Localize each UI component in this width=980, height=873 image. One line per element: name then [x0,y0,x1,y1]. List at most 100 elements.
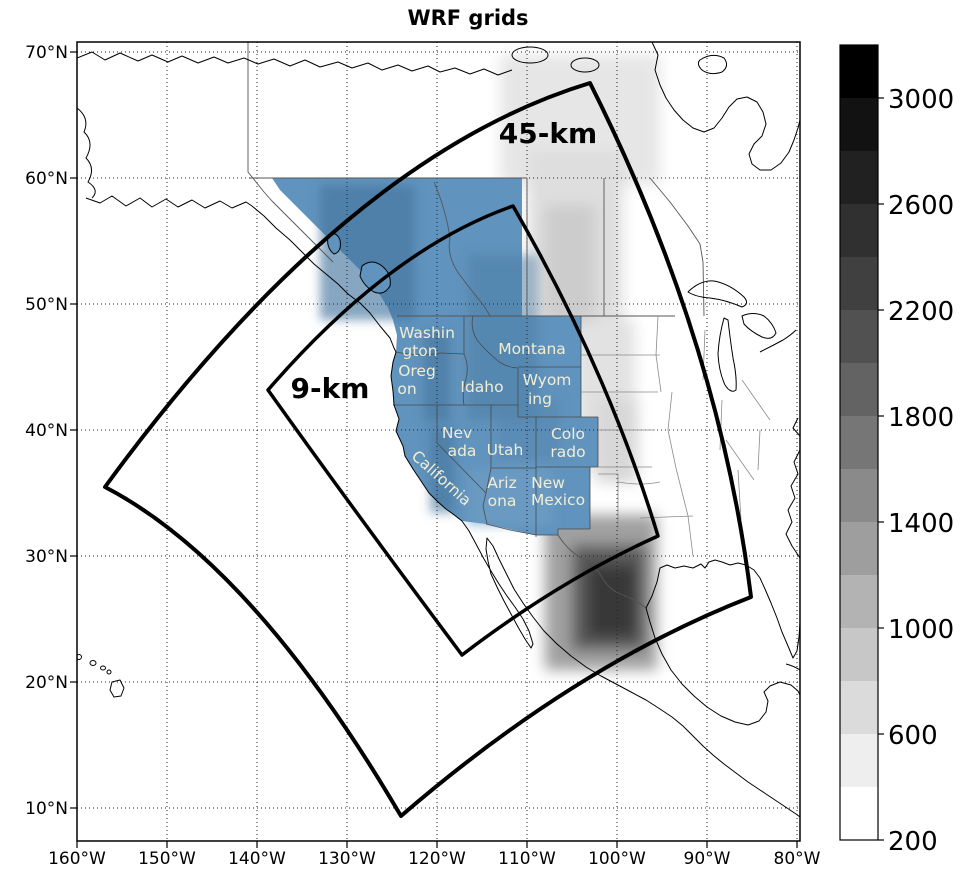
colorbar-frame [839,44,879,841]
lake-superior [687,280,748,308]
domain-9km-outline [266,204,660,657]
border-mississippi-river [667,391,694,557]
vancouver-island [359,261,391,294]
terrain-grayscale [500,55,660,670]
lon-label-130W: 130°W [318,849,376,869]
state-label-oregon-2: on [397,380,416,398]
colorbar-tick-marks [878,97,884,841]
lon-axis-labels: 160°W 150°W 140°W 130°W 120°W 110°W 100°… [48,849,821,869]
lat-label-50N: 50°N [25,295,68,315]
highlight-terrain-accents [320,185,560,526]
border-manitoba-ontario [649,177,705,317]
arctic-island-2 [570,57,600,73]
border-nv-az [485,467,492,494]
terrain-colorado-east [596,398,638,483]
borders-midwest-misc [702,329,761,521]
border-tx-panhandle [598,473,619,529]
cbar-label-1000: 1000 [888,615,954,645]
colorbar: 3000 2600 2200 1800 1400 1000 600 200 [839,44,954,857]
lake-huron [741,313,777,339]
state-label-colorado-2: rado [550,443,585,461]
state-label-new-mexico-2: Mexico [531,491,585,509]
border-bc-alberta [433,181,491,317]
arctic-island-1 [511,46,549,64]
cbar-label-3000: 3000 [888,85,954,115]
lon-label-140W: 140°W [228,849,286,869]
colorbar-segments [840,45,878,840]
lon-label-80W: 80°W [774,849,821,869]
border-ca-nv [436,405,487,494]
hawaii-kauai [77,654,82,660]
cbar-label-1800: 1800 [888,403,954,433]
domain-9km-label: 9-km [291,372,370,405]
state-label-utah: Utah [487,441,524,459]
map-frame [76,41,801,842]
coast-atlantic [785,417,800,559]
wrf-domains [103,81,753,818]
lake-michigan [717,317,737,392]
cbar-label-600: 600 [888,721,938,751]
colorbar-tick-labels: 3000 2600 2200 1800 1400 1000 600 200 [888,85,954,857]
hawaii-molokai [100,665,106,671]
lat-label-70N: 70°N [25,43,68,63]
hawaii-oahu [89,660,97,666]
terrain-sierra-madre-dark [588,565,636,637]
coastlines [77,42,800,818]
terrain-id-mt-rockies [468,255,538,420]
border-id-mt [471,315,519,369]
lat-label-30N: 30°N [25,547,68,567]
coast-arctic [77,51,513,76]
border-ca-az [482,492,488,525]
state-label-wyoming-1: Wyom [523,371,572,389]
coast-cuba [785,663,800,671]
border-mn-west [655,315,662,393]
terrain-rockies-north [545,205,595,325]
lon-label-100W: 100°W [588,849,646,869]
coast-gulf-mexico [645,607,800,726]
state-label-idaho: Idaho [460,378,503,396]
border-ar-la [639,515,694,519]
political-borders [247,42,705,609]
highlight-region-group [272,178,598,535]
terrain-sw-desert [468,468,553,526]
state-label-montana: Montana [498,340,566,358]
lon-label-150W: 150°W [138,849,196,869]
lon-label-90W: 90°W [684,849,731,869]
lat-label-40N: 40°N [25,421,68,441]
border-or-id [462,353,468,406]
domain-45km-outline [103,81,753,818]
coast-hudson-bay [651,42,800,171]
state-label-colorado-1: Colo [551,425,585,443]
border-az-mexico [485,523,537,536]
border-wa-or [395,351,465,356]
coast-us-gulf-florida [645,559,800,659]
lat-axis-labels: 70°N 60°N 50°N 40°N 30°N 20°N 10°N [25,43,68,819]
lon-label-110W: 110°W [498,849,556,869]
axis-tick-marks [70,51,798,848]
terrain-utah-plateau [498,398,560,460]
lon-label-120W: 120°W [408,849,466,869]
lat-label-60N: 60°N [25,169,68,189]
lon-label-160W: 160°W [48,849,106,869]
hawaii-big-island [109,679,125,698]
lat-label-10N: 10°N [25,799,68,819]
border-us-mexico-rio-grande [557,534,647,609]
state-label-new-mexico-1: New [531,474,565,492]
domain-45km-label: 45-km [499,117,597,150]
state-label-washington-2: gton [402,342,437,360]
state-borders-west [393,315,599,537]
state-label-arizona-2: ona [488,492,517,510]
hudson-bay-island [697,54,728,75]
cbar-label-2600: 2600 [888,191,954,221]
border-nm-south [536,528,590,536]
state-label-nevada-1: Nev [442,424,472,442]
borders-appalachia-misc [725,379,771,481]
haida-gwaii-island [327,233,341,255]
coast-alaska-west [77,107,96,199]
lat-label-20N: 20°N [25,673,68,693]
cbar-label-1400: 1400 [888,509,954,539]
state-label-oregon-1: Oreg [398,362,436,380]
figure-title: WRF grids [407,6,528,30]
